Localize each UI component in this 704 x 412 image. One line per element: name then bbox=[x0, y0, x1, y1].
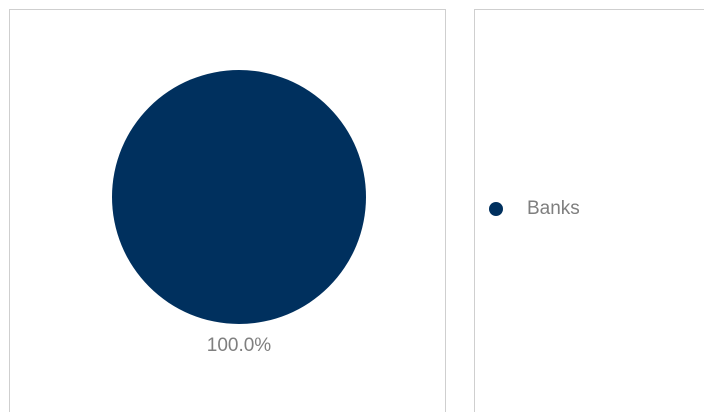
legend-label: Banks bbox=[527, 198, 580, 219]
slice-percentage-label: 100.0% bbox=[207, 335, 272, 356]
pie-slice-banks[interactable] bbox=[112, 70, 366, 324]
pie-chart-panel: 100.0% bbox=[9, 9, 446, 412]
legend-swatch bbox=[489, 202, 503, 216]
pie-chart: 100.0% bbox=[112, 70, 366, 356]
legend-item-banks[interactable]: Banks bbox=[489, 198, 580, 220]
legend-panel: Banks bbox=[474, 9, 704, 412]
